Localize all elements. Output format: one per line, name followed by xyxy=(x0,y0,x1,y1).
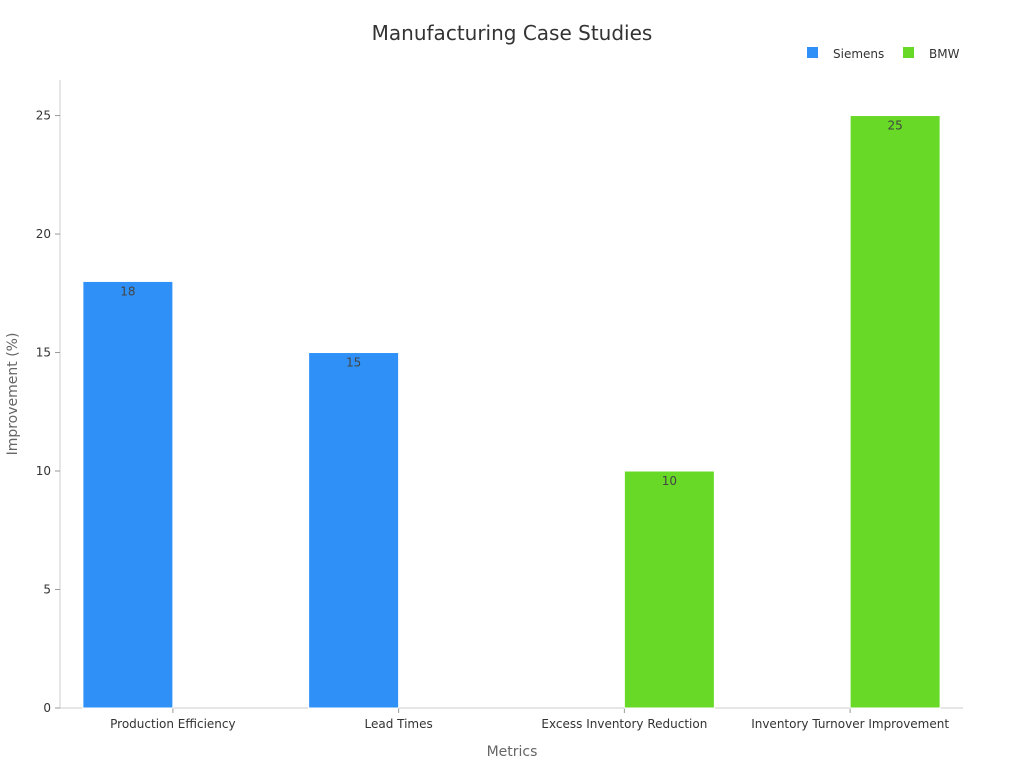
y-tick-label: 0 xyxy=(43,701,51,715)
y-axis-title: Improvement (%) xyxy=(5,333,21,456)
data-labels: 18 15 10 25 xyxy=(120,119,903,488)
legend-label-bmw: BMW xyxy=(929,47,960,61)
x-tick-label: Production Efficiency xyxy=(110,717,235,731)
chart-title: Manufacturing Case Studies xyxy=(372,21,653,45)
x-tick-label: Excess Inventory Reduction xyxy=(541,717,707,731)
legend-item-siemens[interactable]: Siemens xyxy=(807,47,884,61)
x-tick-label: Inventory Turnover Improvement xyxy=(751,717,949,731)
data-label-siemens-production-efficiency: 18 xyxy=(120,284,135,298)
legend-swatch-siemens xyxy=(807,47,818,58)
legend-label-siemens: Siemens xyxy=(833,47,884,61)
y-tick-label: 20 xyxy=(36,227,51,241)
y-tick-label: 10 xyxy=(36,464,51,478)
data-label-bmw-inventory-turnover-improvement: 25 xyxy=(887,119,902,133)
bars xyxy=(82,115,941,709)
y-tick-label: 15 xyxy=(36,346,51,360)
legend: Siemens BMW xyxy=(807,47,960,61)
legend-swatch-bmw xyxy=(903,47,914,58)
x-tick-label: Lead Times xyxy=(364,717,432,731)
bar-siemens-production-efficiency[interactable] xyxy=(82,280,174,709)
y-tick-label: 5 xyxy=(43,583,51,597)
y-tick-label: 25 xyxy=(36,109,51,123)
data-label-bmw-excess-inventory-reduction: 10 xyxy=(662,474,677,488)
bar-bmw-inventory-turnover-improvement[interactable] xyxy=(849,115,941,709)
legend-item-bmw[interactable]: BMW xyxy=(903,47,960,61)
data-label-siemens-lead-times: 15 xyxy=(346,356,361,370)
x-axis-ticks: Production Efficiency Lead Times Excess In… xyxy=(110,708,949,731)
bar-siemens-lead-times[interactable] xyxy=(308,352,400,709)
bar-bmw-excess-inventory-reduction[interactable] xyxy=(623,470,715,709)
y-axis-ticks: 0 5 10 15 20 25 xyxy=(36,109,60,715)
x-axis-title: Metrics xyxy=(487,744,538,760)
